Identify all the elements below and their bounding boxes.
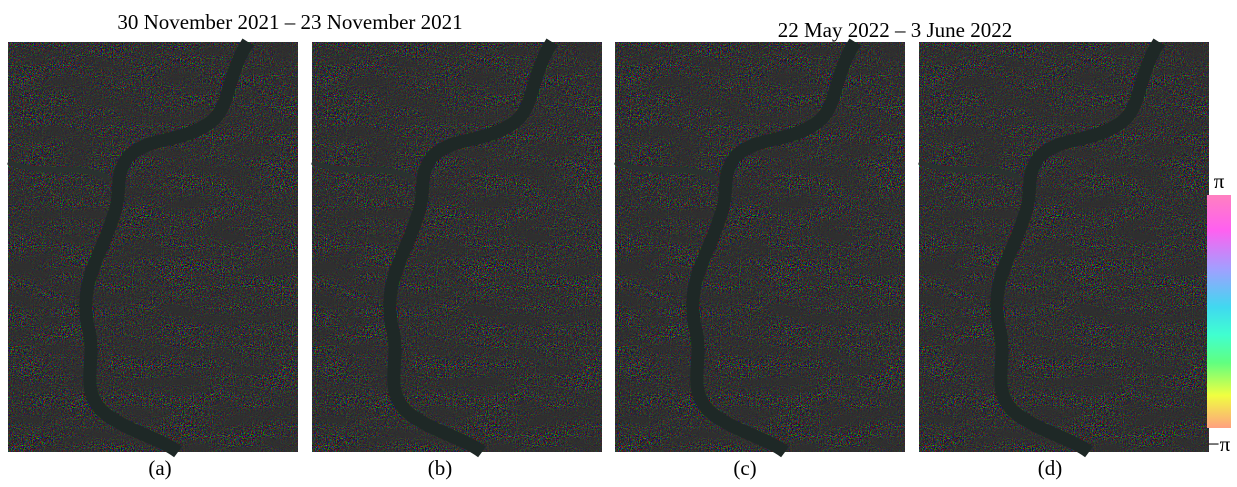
colorbar-max-label: π <box>1214 169 1225 193</box>
figure: 30 November 2021 – 23 November 2021 22 M… <box>0 0 1237 487</box>
title: 30 November 2021 – 23 November 2021 <box>117 10 462 34</box>
interferogram <box>312 42 602 452</box>
panel-label: (d) <box>1038 456 1063 480</box>
title: 22 May 2022 – 3 June 2022 <box>778 18 1013 42</box>
interferogram <box>919 42 1209 452</box>
colorbar-min-label: −π <box>1208 432 1231 456</box>
colorbar <box>1207 195 1231 428</box>
interferogram <box>615 42 905 452</box>
panel-label: (b) <box>428 456 453 480</box>
panel-label: (a) <box>148 456 171 480</box>
panel-label: (c) <box>733 456 756 480</box>
interferogram <box>8 42 298 452</box>
